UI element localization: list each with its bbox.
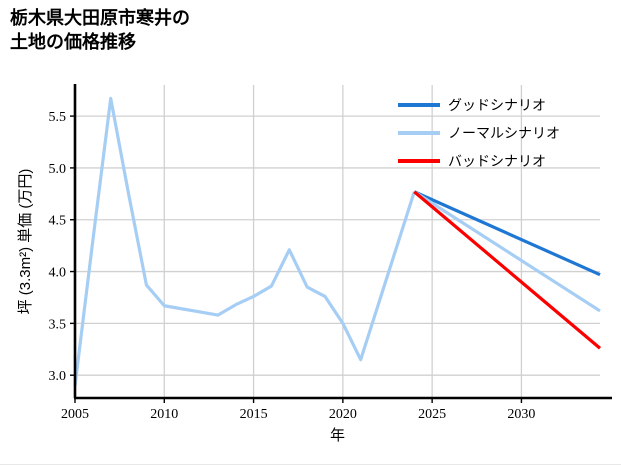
x-tick-label: 2020: [329, 407, 357, 422]
axes: [70, 84, 612, 403]
y-tick-label: 4.5: [49, 214, 67, 229]
y-tick-label: 3.5: [49, 317, 67, 332]
chart-title: 栃木県大田原市寒井の 土地の価格推移: [10, 8, 190, 53]
y-tick-label: 5.5: [49, 110, 67, 125]
y-tick-label: 5.0: [49, 162, 67, 177]
legend-label-2: バッドシナリオ: [448, 153, 546, 169]
series-line-history: [73, 96, 416, 386]
x-tick-label: 2010: [150, 407, 178, 422]
x-tick-label: 2030: [507, 407, 535, 422]
series-lines: [73, 96, 602, 386]
x-tick-label: 2005: [61, 407, 89, 422]
y-axis-title: 坪 (3.3m²) 単価 (万円): [17, 169, 34, 315]
series-line-bad: [413, 190, 602, 350]
x-tick-label: 2015: [240, 407, 268, 422]
y-tick-label: 4.0: [49, 266, 67, 281]
y-tick-label: 3.0: [49, 369, 67, 384]
series-line-normal: [413, 190, 601, 313]
x-tick-label: 2025: [418, 407, 446, 422]
series-line-good: [413, 190, 601, 277]
legend-label-1: ノーマルシナリオ: [448, 125, 560, 141]
legend-label-0: グッドシナリオ: [448, 97, 546, 113]
x-axis-title: 年: [330, 427, 345, 444]
tick-labels: 3.0 3.5 4.0 4.5 5.0 5.5 2005 2010 2015 2020 2025 20…: [49, 110, 536, 422]
axis-titles: 年 坪 (3.3m²) 単価 (万円): [17, 169, 345, 444]
